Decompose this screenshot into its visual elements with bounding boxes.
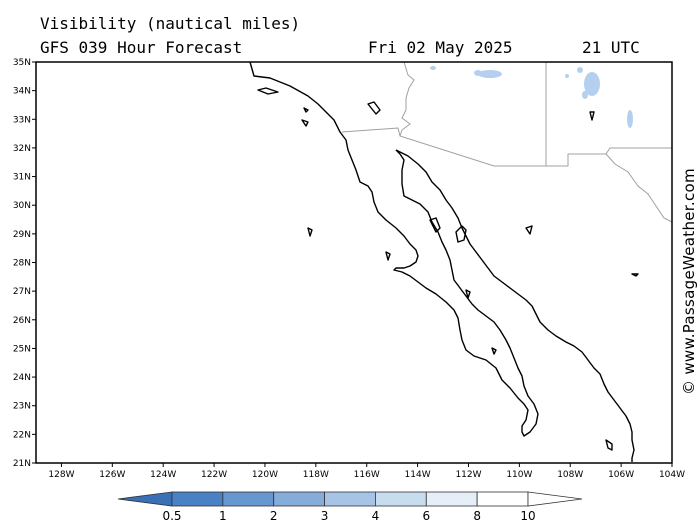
- pacific-coast: [249, 61, 539, 437]
- lon-tick-label: 128W: [48, 470, 74, 480]
- lon-tick-label: 112W: [455, 470, 481, 480]
- lat-tick-label: 24N: [13, 373, 31, 383]
- borders: [341, 61, 673, 223]
- island: [301, 119, 309, 127]
- angel-de-la-guarda-island: [429, 217, 441, 233]
- us-mexico-border: [341, 127, 672, 167]
- colorbar-label: 8: [473, 509, 481, 523]
- lat-tick-label: 28N: [13, 259, 31, 269]
- colorbar-label: 6: [422, 509, 430, 523]
- lat-tick-label: 32N: [13, 144, 31, 154]
- lat-tick-label: 29N: [13, 230, 31, 240]
- channel-island: [257, 87, 279, 95]
- colorbar-segment: [171, 491, 224, 507]
- fog-patch: [582, 91, 588, 99]
- lat-tick-label: 31N: [13, 173, 31, 183]
- colorbar-high-arrow: [527, 491, 583, 507]
- gulf-of-california-east-coast: [395, 149, 635, 462]
- colorbar-segment: [273, 491, 325, 507]
- fog-patch: [577, 67, 583, 73]
- lon-tick-label: 120W: [252, 470, 278, 480]
- island: [525, 225, 533, 235]
- lat-tick-label: 26N: [13, 316, 31, 326]
- island: [491, 347, 497, 355]
- map-title: Visibility (nautical miles): [40, 14, 301, 33]
- colorbar-low-arrow: [117, 491, 173, 507]
- island: [605, 439, 613, 451]
- lat-tick-label: 25N: [13, 344, 31, 354]
- fog-patches: [430, 66, 633, 128]
- colorbar-label: 4: [372, 509, 380, 523]
- colorbar-segment: [476, 491, 529, 507]
- colorbar-label: 3: [321, 509, 329, 523]
- lon-tick-label: 104W: [659, 470, 685, 480]
- fog-patch: [474, 70, 482, 76]
- lon-tick-label: 122W: [201, 470, 227, 480]
- lon-tick-label: 108W: [557, 470, 583, 480]
- lat-tick-label: 22N: [13, 430, 31, 440]
- guadalupe-island: [307, 227, 313, 237]
- fog-patch: [430, 66, 436, 70]
- map-frame: [35, 61, 673, 464]
- colorbar-label: 0.5: [162, 509, 181, 523]
- lon-tick-label: 106W: [608, 470, 634, 480]
- lon-tick-label: 114W: [405, 470, 431, 480]
- island: [465, 289, 471, 299]
- channel-island: [367, 101, 381, 115]
- colorbar-label: 10: [520, 509, 535, 523]
- island: [589, 111, 595, 121]
- colorbar-label: 1: [219, 509, 227, 523]
- cedros-island: [385, 251, 391, 261]
- colorbar-label: 2: [270, 509, 278, 523]
- lat-tick-label: 30N: [13, 201, 31, 211]
- forecast-date: Fri 02 May 2025: [368, 38, 513, 57]
- fog-patch: [584, 72, 600, 96]
- fog-patch: [565, 74, 569, 78]
- colorbar-segment: [375, 491, 427, 507]
- longitude-axis: 128W 126W 124W 122W 120W 118W 116W 114W 112W 110W…: [48, 463, 685, 480]
- lat-tick-label: 35N: [13, 58, 31, 68]
- forecast-label: GFS 039 Hour Forecast: [40, 38, 243, 57]
- watermark: © www.PassageWeather.com: [680, 168, 698, 395]
- coastlines: [249, 61, 639, 462]
- island: [303, 107, 309, 113]
- forecast-time: 21 UTC: [582, 38, 640, 57]
- lat-tick-label: 33N: [13, 115, 31, 125]
- island: [631, 273, 639, 277]
- fog-patch: [478, 70, 502, 78]
- lat-tick-label: 27N: [13, 287, 31, 297]
- lon-tick-label: 126W: [99, 470, 125, 480]
- colorbar-segment: [222, 491, 275, 507]
- latitude-axis: 35N 34N 33N 32N 31N 30N 29N 28N 27N 26N 25N 24N 23N 2…: [13, 58, 36, 469]
- lon-tick-label: 124W: [150, 470, 176, 480]
- colorbar-segment: [324, 491, 376, 507]
- tiburon-island: [455, 225, 467, 243]
- visibility-colorbar: 0.5 1 2 3 4 6 8 10: [117, 491, 583, 523]
- sonora-chihuahua-border: [605, 153, 673, 223]
- fog-patch: [627, 110, 633, 128]
- lat-tick-label: 34N: [13, 87, 31, 97]
- lat-tick-label: 21N: [13, 459, 31, 469]
- lon-tick-label: 110W: [506, 470, 532, 480]
- state-border-ca-az: [399, 61, 415, 137]
- lon-tick-label: 116W: [354, 470, 380, 480]
- lon-tick-label: 118W: [303, 470, 329, 480]
- colorbar-segment: [425, 491, 478, 507]
- lat-tick-label: 23N: [13, 402, 31, 412]
